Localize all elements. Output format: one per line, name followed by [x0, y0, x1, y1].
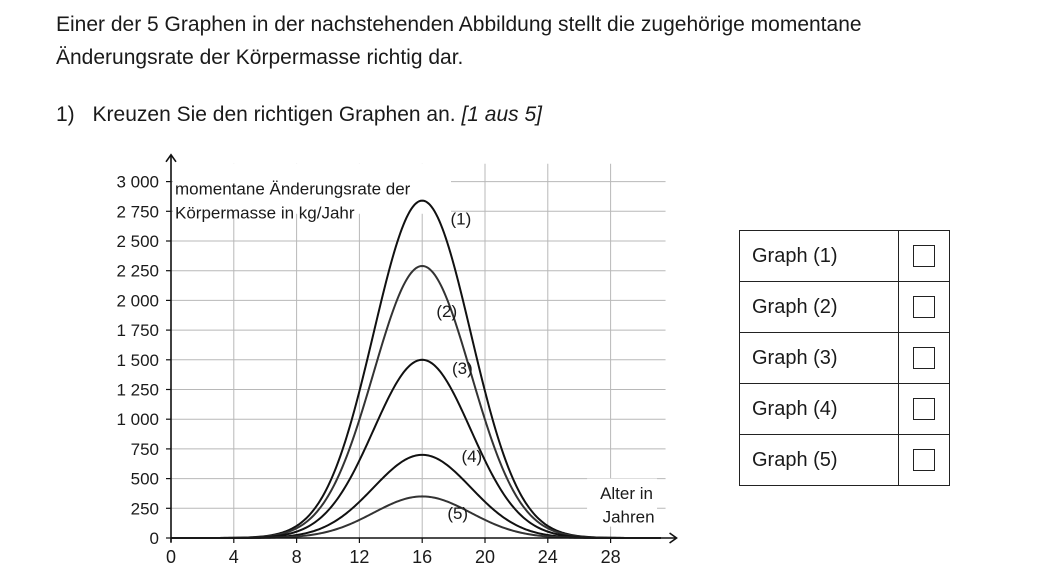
x-tick-label: 20: [475, 547, 495, 567]
x-tick-label: 12: [349, 547, 369, 567]
y-tick-label: 500: [131, 470, 159, 489]
x-tick-label: 16: [412, 547, 432, 567]
x-tick-label: 0: [166, 547, 176, 567]
x-tick-label: 8: [292, 547, 302, 567]
task-hint: [1 aus 5]: [461, 103, 543, 126]
answer-row-2: Graph (2): [739, 281, 950, 333]
answer-row-3: Graph (3): [739, 332, 950, 384]
y-tick-label: 0: [150, 529, 159, 548]
y-axis-arrow: [165, 153, 177, 163]
answer-label: Graph (5): [739, 434, 899, 486]
task-number: 1): [56, 103, 75, 126]
checkbox-graph-3[interactable]: [913, 347, 935, 370]
answer-label: Graph (4): [739, 383, 899, 435]
answer-row-4: Graph (4): [739, 383, 950, 435]
answer-label: Graph (1): [739, 230, 899, 282]
y-axis-label-background: [173, 163, 451, 214]
y-tick-label: 2 250: [116, 262, 159, 281]
y-axis-label-line-1: momentane Änderungsrate der: [175, 180, 411, 199]
answer-row-5: Graph (5): [739, 434, 950, 486]
answer-table: Graph (1) Graph (2) Graph (3) Graph (4) …: [739, 230, 950, 486]
x-axis-label-background: [587, 478, 658, 527]
checkbox-graph-5[interactable]: [913, 449, 935, 472]
task-statement: 1) Kreuzen Sie den richtigen Graphen an.…: [56, 100, 542, 130]
series-label-3: (3): [452, 359, 473, 378]
x-tick-label: 4: [229, 547, 239, 567]
x-tick-label: 24: [538, 547, 558, 567]
y-tick-label: 1 500: [116, 351, 159, 370]
y-tick-label: 1 250: [116, 381, 159, 400]
x-axis-label-line-1: Alter in: [600, 484, 653, 503]
y-tick-label: 3 000: [116, 173, 159, 192]
series-label-1: (1): [450, 209, 471, 228]
x-axis-arrow: [669, 532, 678, 544]
x-axis-label-line-2: Jahren: [603, 508, 655, 527]
y-tick-label: 2 750: [116, 202, 159, 221]
y-tick-label: 1 750: [116, 321, 159, 340]
x-tick-label: 28: [601, 547, 621, 567]
y-tick-label: 750: [131, 440, 159, 459]
intro-line-1: Einer der 5 Graphen in der nachstehenden…: [56, 13, 862, 36]
series-label-2: (2): [436, 302, 457, 321]
answer-label: Graph (3): [739, 332, 899, 384]
intro-line-2: Änderungsrate der Körpermasse richtig da…: [56, 46, 464, 69]
y-tick-label: 1 000: [116, 410, 159, 429]
checkbox-graph-2[interactable]: [913, 296, 935, 319]
answer-row-1: Graph (1): [739, 230, 950, 282]
series-label-4: (4): [461, 447, 482, 466]
task-text: Kreuzen Sie den richtigen Graphen an.: [92, 103, 456, 126]
y-tick-label: 2 500: [116, 232, 159, 251]
series-label-5: (5): [447, 504, 468, 523]
checkbox-graph-1[interactable]: [913, 245, 935, 268]
checkbox-graph-4[interactable]: [913, 398, 935, 421]
intro-text: Einer der 5 Graphen in der nachstehenden…: [56, 8, 862, 74]
y-axis-label-line-2: Körpermasse in kg/Jahr: [175, 203, 355, 222]
answer-label: Graph (2): [739, 281, 899, 333]
y-tick-label: 250: [131, 499, 159, 518]
y-tick-label: 2 000: [116, 291, 159, 310]
